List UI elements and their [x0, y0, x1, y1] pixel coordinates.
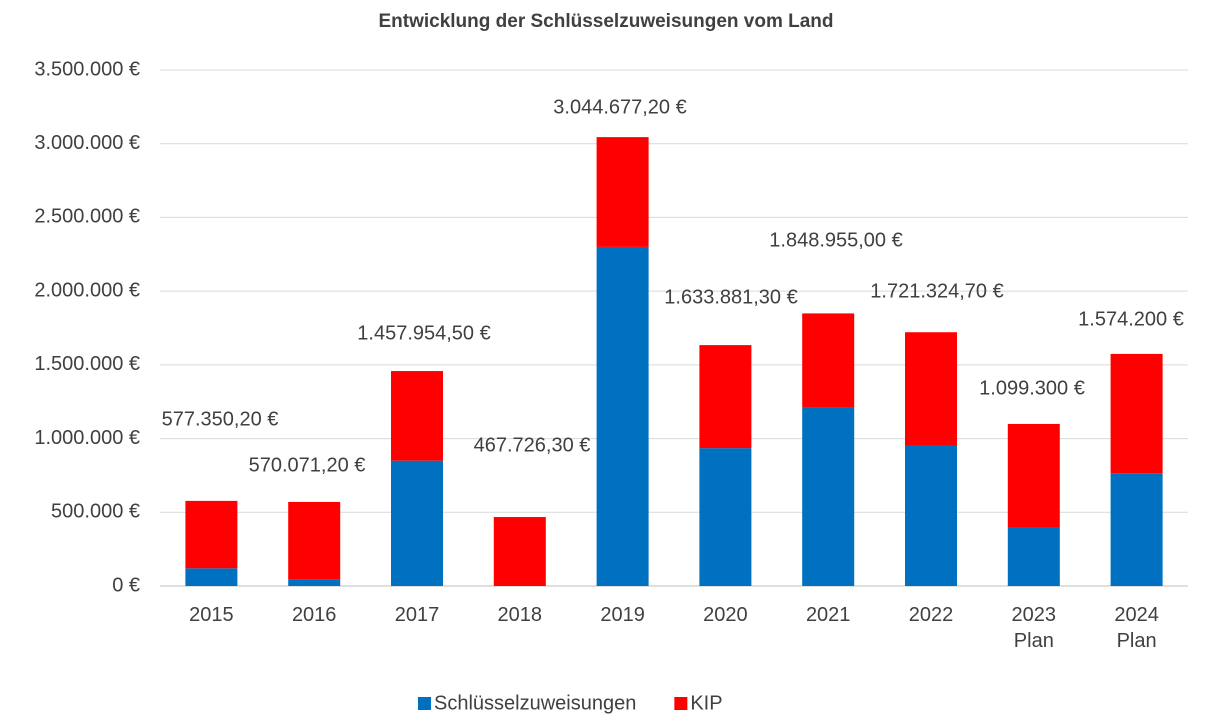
- bar-segment: [1110, 353, 1163, 474]
- legend-label: KIP: [690, 692, 722, 714]
- bar-segment: [1007, 423, 1060, 528]
- x-tick-label: 2017: [395, 604, 440, 626]
- x-tick-label: 2018: [498, 604, 543, 626]
- bar-segment: [1007, 527, 1060, 586]
- total-label: 577.350,20 €: [162, 408, 279, 430]
- total-label: 467.726,30 €: [474, 434, 591, 456]
- y-tick-label: 2.500.000 €: [34, 206, 140, 228]
- y-tick-label: 0 €: [112, 574, 140, 596]
- x-tick-label: 2021: [806, 604, 851, 626]
- legend-swatch: [418, 697, 431, 710]
- legend-label: Schlüsselzuweisungen: [434, 692, 636, 714]
- bar-segment: [802, 407, 855, 586]
- bar-segment: [699, 345, 752, 449]
- y-tick-label: 3.500.000 €: [34, 58, 140, 80]
- y-tick-label: 2.000.000 €: [34, 279, 140, 301]
- y-tick-label: 500.000 €: [51, 501, 140, 523]
- total-label: 1.574.200 €: [1078, 308, 1184, 330]
- bar-segment: [391, 371, 443, 461]
- bar-segment: [802, 313, 855, 408]
- x-tick-label: 2015: [189, 604, 234, 626]
- chart-title: Entwicklung der Schlüsselzuweisungen vom…: [378, 11, 833, 32]
- total-label: 1.848.955,00 €: [769, 229, 902, 251]
- bar-segment: [596, 137, 649, 247]
- total-label: 1.099.300 €: [979, 377, 1085, 399]
- total-label: 1.633.881,30 €: [664, 286, 797, 308]
- x-tick-label: 2020: [703, 604, 748, 626]
- x-tick-label: 2024 Plan: [1114, 604, 1159, 652]
- bar-segment: [391, 460, 443, 586]
- legend-swatch: [674, 697, 688, 710]
- bar-segment: [596, 246, 649, 586]
- bar-segment: [1110, 473, 1163, 586]
- y-tick-label: 3.000.000 €: [34, 132, 140, 154]
- bar-segment: [185, 500, 238, 569]
- bar-segment: [905, 445, 957, 586]
- total-label: 1.457.954,50 €: [357, 322, 490, 344]
- x-tick-label: 2022: [909, 604, 954, 626]
- x-tick-label: 2016: [292, 604, 337, 626]
- bar-segment: [905, 332, 957, 446]
- y-tick-label: 1.000.000 €: [34, 427, 140, 449]
- total-label: 3.044.677,20 €: [553, 96, 686, 118]
- bar-segment: [493, 517, 546, 586]
- bar-segment: [288, 501, 341, 580]
- total-label: 570.071,20 €: [249, 454, 366, 476]
- x-tick-label: 2023 Plan: [1012, 604, 1057, 652]
- bar-segment: [288, 579, 341, 586]
- total-label: 1.721.324,70 €: [870, 280, 1003, 302]
- y-tick-label: 1.500.000 €: [34, 353, 140, 375]
- x-tick-label: 2019: [600, 604, 645, 626]
- bar-segment: [185, 568, 238, 586]
- bar-segment: [699, 448, 752, 586]
